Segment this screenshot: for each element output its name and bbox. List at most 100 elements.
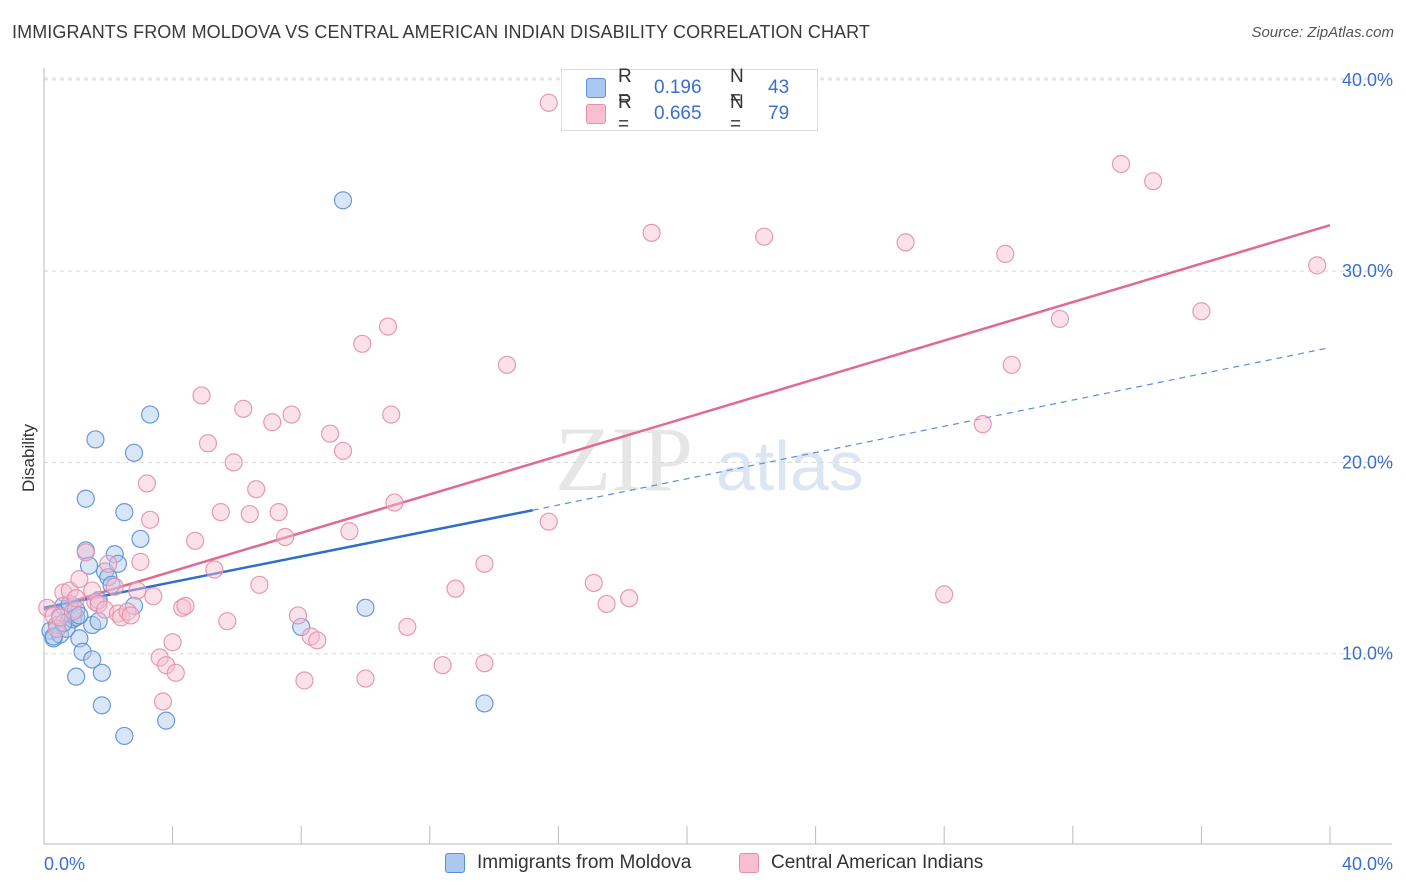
central-american-point (433, 656, 452, 675)
central-american-point (137, 474, 156, 493)
central-american-point (192, 386, 211, 405)
central-american-point (378, 317, 398, 336)
x-tick-label: 0.0% (44, 854, 85, 874)
central-american-point (497, 355, 517, 374)
central-american-point (382, 405, 401, 424)
moldova-point (475, 694, 494, 713)
watermark: ZIP atlas (555, 408, 864, 510)
central-american-point (1192, 302, 1211, 321)
central-american-point (44, 606, 63, 625)
central-american-point (250, 575, 269, 594)
central-american-point (398, 617, 417, 637)
central-american-point (340, 522, 359, 541)
moldova-point (140, 405, 160, 424)
central-american-point (157, 656, 176, 675)
central-american-point (198, 434, 218, 453)
central-american-point (896, 233, 915, 252)
moldova-point (92, 663, 111, 682)
legend-label-moldova: Immigrants from Moldova (477, 852, 692, 873)
central-american-point (144, 587, 163, 606)
moldova-point (124, 443, 144, 462)
legend-label-central-american: Central American Indians (771, 852, 984, 873)
watermark-zip: ZIP (555, 408, 693, 510)
swatch-central-american (739, 853, 759, 873)
r-value: 0.196 (654, 77, 702, 98)
central-american-point (140, 510, 160, 529)
r-label: R = (618, 66, 632, 109)
legend-item-moldova[interactable]: Immigrants from Moldova (445, 852, 691, 874)
moldova-point (89, 591, 108, 610)
central-american-point (353, 334, 372, 353)
central-american-point (234, 399, 253, 418)
moldova-point (83, 650, 102, 669)
n-label: N = (730, 66, 744, 109)
central-american-point (153, 692, 173, 711)
central-american-point (131, 552, 150, 571)
moldova-trendline (43, 508, 533, 610)
stats-legend: R = 0.196 N = 43 R = 0.665 N = 79 (561, 66, 818, 135)
moldova-point (92, 696, 111, 715)
central-american-point (321, 424, 340, 443)
central-american-point (539, 512, 558, 531)
central-american-point (218, 612, 237, 631)
swatch-moldova (445, 853, 465, 873)
moldova-point (73, 642, 92, 661)
moldova-trendline-extrapolated (532, 347, 1331, 511)
central-american-point (63, 602, 83, 621)
swatch-moldova (586, 78, 606, 98)
source-label: Source: ZipAtlas.com (1251, 24, 1394, 41)
central-american-point (176, 596, 195, 615)
central-american-point (597, 594, 616, 614)
central-american-point (263, 413, 282, 432)
central-american-point (105, 577, 124, 596)
swatch-central-american (586, 104, 606, 124)
central-american-point (269, 503, 288, 522)
x-tick-label: 40.0% (1342, 854, 1393, 874)
n-label: N = (730, 92, 744, 135)
moldova-point (67, 667, 86, 686)
moldova-point (86, 430, 105, 449)
moldova-point (115, 503, 134, 522)
central-american-point (282, 405, 301, 424)
moldova-point (292, 617, 311, 637)
central-american-point (173, 598, 192, 617)
moldova-point (105, 545, 124, 564)
central-american-point (446, 579, 465, 598)
moldova-point (102, 575, 121, 594)
central-american-point (935, 585, 954, 604)
central-american-point (1111, 154, 1131, 174)
central-american-point (186, 531, 205, 550)
y-tick-label: 40.0% (1342, 70, 1393, 90)
legend-item-central-american[interactable]: Central American Indians (739, 852, 983, 874)
y-tick-label: 30.0% (1342, 261, 1393, 281)
central-american-point (240, 504, 259, 524)
central-american-point (99, 554, 118, 573)
central-american-point (333, 441, 353, 461)
central-american-point (996, 244, 1015, 263)
central-american-point (475, 554, 494, 573)
central-american-point (620, 589, 639, 608)
central-american-point (475, 654, 494, 673)
central-american-point (211, 503, 230, 522)
central-american-point (163, 633, 182, 652)
moldova-point (108, 554, 128, 573)
central-american-point (308, 631, 327, 650)
series-legend: Immigrants from Moldova Central American… (0, 852, 1406, 878)
central-american-point (166, 663, 185, 682)
central-american-point (584, 573, 603, 593)
n-value: 43 (768, 77, 790, 98)
moldova-point (70, 629, 89, 648)
central-american-point (276, 527, 295, 547)
central-american-point (288, 606, 308, 625)
moldova-point (79, 556, 99, 575)
r-value: 0.665 (654, 103, 702, 124)
watermark-atlas: atlas (716, 427, 864, 505)
central-american-point (70, 569, 89, 589)
central-american-point (128, 581, 147, 600)
central-american-point (47, 619, 66, 638)
central-american-trendline (43, 223, 1331, 611)
y-axis-label: Disability (19, 423, 38, 492)
moldova-point (157, 711, 176, 730)
central-american-point (76, 543, 95, 562)
